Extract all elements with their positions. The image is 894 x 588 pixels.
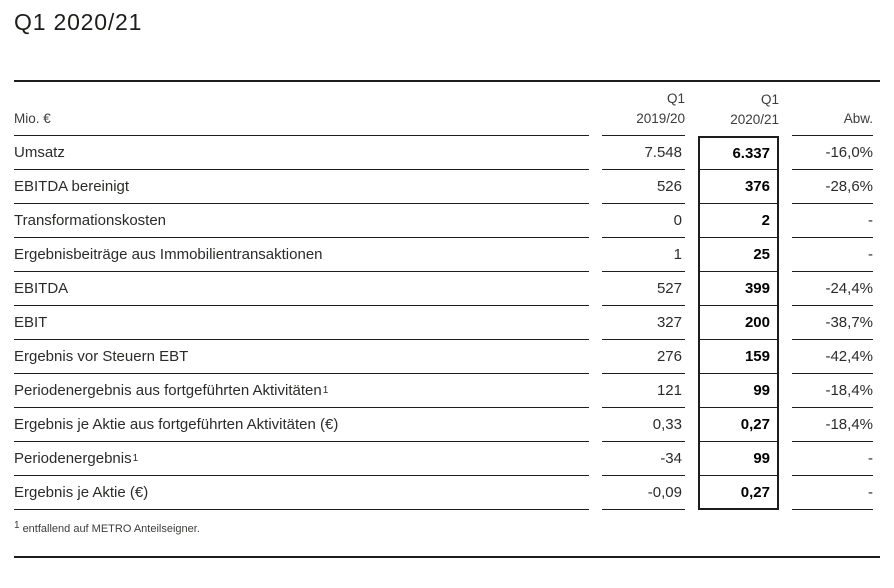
table-row-label: Ergebnis je Aktie aus fortgeführten Akti… [14, 408, 589, 443]
table-row-value-abw: - [792, 442, 873, 477]
row-label-text: Periodenergebnis [14, 450, 132, 468]
table-row-label: Transformationskosten [14, 204, 589, 239]
table-row-value-prev-year: -34 [602, 442, 685, 477]
table-row-value-prev-year: 0 [602, 204, 685, 239]
table-row-label: Periodenergebnis aus fortgeführten Aktiv… [14, 374, 589, 409]
table-row-value-prev-year: 0,33 [602, 408, 685, 443]
column-header-abw: Abw. [792, 82, 873, 137]
table-row-label: Ergebnisbeiträge aus Immobilientransakti… [14, 238, 589, 273]
table-row-value-current-year: 99 [698, 374, 779, 409]
table-row-label: EBITDA [14, 272, 589, 307]
table-row-label: EBIT [14, 306, 589, 341]
table-row-label: EBITDA bereinigt [14, 170, 589, 205]
table-row-value-prev-year: 121 [602, 374, 685, 409]
column-header-q1-2020-21: Q1 2020/21 [730, 91, 779, 128]
table-row-value-prev-year: -0,09 [602, 476, 685, 511]
table-row-label: Ergebnis vor Steuern EBT [14, 340, 589, 375]
report-page: Q1 2020/21 Mio. € Q1 2019/20 Q1 2020/21 … [0, 9, 894, 558]
table-row-value-prev-year: 276 [602, 340, 685, 375]
table-row-label: Umsatz [14, 136, 589, 171]
table-row-value-abw: -28,6% [792, 170, 873, 205]
table-row-value-current-year: 399 [698, 272, 779, 307]
column-header-unit: Mio. € [14, 82, 589, 137]
table-row-value-abw: -38,7% [792, 306, 873, 341]
table-row-label: Periodenergebnis 1 [14, 442, 589, 477]
table-row-value-abw: - [792, 204, 873, 239]
row-label-text: EBIT [14, 314, 48, 332]
table-row-value-current-year: 6.337 [698, 136, 779, 171]
top-rule [14, 80, 880, 83]
table-row-value-current-year: 25 [698, 238, 779, 273]
row-label-text: Ergebnis je Aktie aus fortgeführten Akti… [14, 416, 339, 434]
table-row-value-prev-year: 527 [602, 272, 685, 307]
table-row-value-prev-year: 7.548 [602, 136, 685, 171]
table-row-value-current-year: 99 [698, 442, 779, 477]
financial-table: Mio. € Q1 2019/20 Q1 2020/21 Abw. Umsatz… [14, 82, 880, 511]
footnote: 1 entfallend auf METRO Anteilseigner. [14, 519, 880, 536]
column-header-q1-2019-20: Q1 2019/20 [602, 82, 685, 137]
table-row-value-abw: -16,0% [792, 136, 873, 171]
page-title: Q1 2020/21 [14, 9, 143, 35]
table-row-value-abw: - [792, 238, 873, 273]
table-row-value-current-year: 0,27 [698, 476, 779, 511]
row-label-text: EBITDA [14, 280, 69, 298]
table-row-value-prev-year: 526 [602, 170, 685, 205]
row-label-text: Umsatz [14, 144, 65, 162]
footnote-text: entfallend auf METRO Anteilseigner. [22, 523, 200, 536]
table-row-value-abw: -18,4% [792, 408, 873, 443]
table-row-value-abw: -24,4% [792, 272, 873, 307]
table-row-value-abw: -18,4% [792, 374, 873, 409]
row-label-text: Transformationskosten [14, 212, 167, 230]
row-label-text: Ergebnis je Aktie (€) [14, 484, 149, 502]
table-row-value-current-year: 0,27 [698, 408, 779, 443]
row-label-text: Ergebnisbeiträge aus Immobilientransakti… [14, 246, 323, 264]
row-label-text: Ergebnis vor Steuern EBT [14, 348, 189, 366]
table-row-value-current-year: 2 [698, 204, 779, 239]
table-row-value-abw: - [792, 476, 873, 511]
table-row-value-current-year: 159 [698, 340, 779, 375]
bottom-rule [14, 555, 880, 558]
unit-label: Mio. € [14, 111, 51, 127]
table-row-value-prev-year: 1 [602, 238, 685, 273]
table-row-value-abw: -42,4% [792, 340, 873, 375]
row-label-text: Periodenergebnis aus fortgeführten Aktiv… [14, 382, 322, 400]
table-row-value-prev-year: 327 [602, 306, 685, 341]
table-row-value-current-year: 200 [698, 306, 779, 341]
footnote-marker: 1 [14, 519, 20, 531]
table-row-label: Ergebnis je Aktie (€) [14, 476, 589, 511]
table-row-value-current-year: 376 [698, 170, 779, 205]
row-label-text: EBITDA bereinigt [14, 178, 130, 196]
